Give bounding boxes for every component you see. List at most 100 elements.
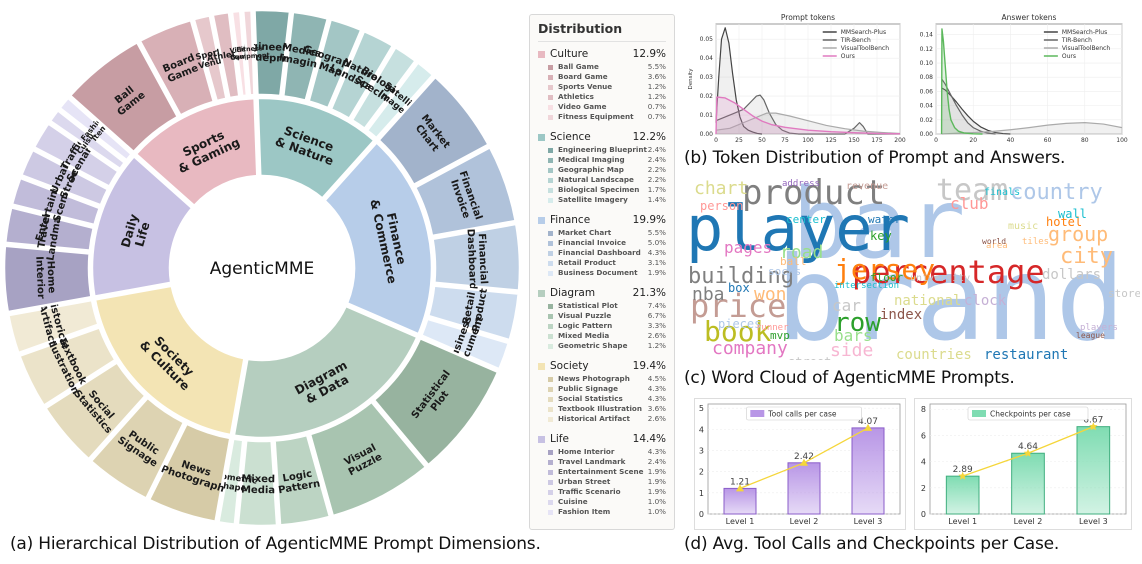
legend-swatch — [548, 396, 553, 402]
legend-item-retail-product: Retail Product 3.1% — [538, 258, 666, 268]
svg-text:2: 2 — [921, 484, 926, 493]
legend-item-name: Mixed Media — [558, 331, 610, 340]
svg-text:0.03: 0.03 — [700, 74, 714, 81]
legend-group-finance: Finance 19.9% Market Chart 5.5% Financial In… — [538, 214, 666, 278]
legend-item-pct: 4.3% — [647, 384, 666, 393]
svg-text:0.00: 0.00 — [920, 131, 934, 138]
legend-category-pct: 12.2% — [632, 131, 666, 143]
word-bar: bar — [792, 178, 966, 280]
sunburst-subcategory-home-interior: HomeInterior — [2, 244, 93, 314]
segment-label: UrbanStreet — [49, 159, 84, 200]
legend-entry: Ours — [841, 53, 855, 60]
bar-value-label: 4.64 — [1018, 442, 1038, 452]
svg-text:4: 4 — [921, 458, 926, 467]
word-person: person — [700, 199, 744, 213]
legend-item-name: Urban Street — [558, 477, 611, 486]
legend-item-pct: 1.9% — [647, 268, 666, 277]
legend-swatch — [548, 479, 553, 485]
legend-swatch — [548, 449, 553, 455]
legend-item-satellite-imagery: Satellite Imagery 1.4% — [538, 195, 666, 205]
legend-item-pct: 1.9% — [647, 467, 666, 476]
legend-item-pct: 4.5% — [647, 374, 666, 383]
legend-item-home-interior: Home Interior 4.3% — [538, 447, 666, 457]
legend-item-pct: 1.7% — [647, 185, 666, 194]
word-side: side — [830, 340, 874, 360]
chart-title: Prompt tokens — [781, 13, 835, 22]
sunburst-subcategory-fashion-item: FashionItem — [58, 96, 133, 162]
segment-label: HomeInterior — [33, 256, 57, 300]
x-tick-label: Level 2 — [1014, 517, 1043, 526]
legend-item-ball-game: Ball Game 5.5% — [538, 62, 666, 72]
legend-item-traffic-scenario: Traffic Scenario 1.9% — [538, 487, 666, 497]
svg-text:0.04: 0.04 — [700, 55, 714, 62]
legend-item-financial-dashboard: Financial Dashboard 4.3% — [538, 248, 666, 258]
legend-swatch — [548, 386, 553, 392]
word-box: box — [728, 281, 750, 295]
legend-swatch — [548, 509, 553, 515]
legend-swatch — [548, 197, 553, 203]
word-floor: floor — [870, 271, 904, 284]
legend-item-name: Natural Landscape — [558, 175, 634, 184]
bar-value-label: 2.89 — [953, 465, 973, 475]
legend-swatch — [548, 147, 553, 153]
sunburst-subcategory-travel-landmark: TravelLandmark — [3, 204, 95, 262]
legend-category-name: Finance — [550, 214, 591, 226]
word-price: price — [690, 287, 787, 325]
legend-item-name: Geometric Shape — [558, 341, 628, 350]
word-world: world — [982, 237, 1007, 246]
svg-text:0.00: 0.00 — [700, 131, 714, 138]
svg-text:1: 1 — [699, 489, 704, 498]
svg-text:4: 4 — [699, 425, 704, 434]
word-intersection: intersection — [834, 281, 900, 291]
legend-item-name: Video Game — [558, 102, 607, 111]
word-book: book — [704, 315, 772, 348]
svg-text:3: 3 — [699, 447, 704, 456]
bar-level-2 — [1011, 452, 1045, 515]
sunburst-subcategory-mixed-media: MixedMedia — [236, 439, 279, 525]
legend-item-geometric-shape: Geometric Shape 1.2% — [538, 341, 666, 351]
svg-text:20: 20 — [969, 137, 977, 144]
legend-item-name: Sports Venue — [558, 82, 613, 91]
series-line-mmsearch-plus — [941, 87, 1011, 135]
legend-swatch — [548, 333, 553, 339]
legend-item-social-statistics: Social Statistics 4.3% — [538, 394, 666, 404]
legend-groups: Culture 12.9% Ball Game 5.5% Board Game 3.6% S… — [538, 48, 666, 517]
legend-item-name: Statistical Plot — [558, 301, 618, 310]
legend-item-name: Textbook Illustration — [558, 404, 642, 413]
sunburst-subcategory-news-photograph: NewsPhotograph — [147, 422, 232, 524]
prompt-tokens-chart: 0 25 50 75 100 125 150 175 200 0.00 0.01 0.02 0.03 0.… — [688, 13, 906, 144]
series-line-mmsearch-plus — [715, 27, 763, 135]
svg-text:0: 0 — [714, 137, 718, 144]
legend-swatch — [548, 177, 553, 183]
legend-item-biological-specimen: Biological Specimen 1.7% — [538, 185, 666, 195]
legend-item-logic-pattern: Logic Pattern 3.3% — [538, 321, 666, 331]
word-street: street — [788, 356, 831, 360]
legend-item-pct: 4.3% — [647, 394, 666, 403]
legend-swatch — [548, 64, 553, 70]
chart-title: Answer tokens — [1002, 13, 1057, 22]
legend-item-statistical-plot: Statistical Plot 7.4% — [538, 301, 666, 311]
legend-swatch — [548, 260, 553, 266]
legend-item-name: Fashion Item — [558, 507, 611, 516]
legend-swatch — [538, 216, 545, 224]
tool-calls-bar-chart: 0 1 2 3 4 5 1.21 Level 1 2.42 Level 2 4.07 Level 3 T… — [694, 398, 906, 530]
word-car: car — [832, 296, 861, 315]
legend-item-board-game: Board Game 3.6% — [538, 72, 666, 82]
word-finals: finals — [984, 187, 1021, 198]
segment-label: MixedMedia — [241, 474, 275, 497]
legend-swatch — [548, 270, 553, 276]
legend-category-pct: 19.9% — [632, 214, 666, 226]
word-tiles: tiles — [1022, 237, 1050, 247]
word-index: index — [880, 307, 923, 323]
bar-value-label: 6.67 — [1083, 416, 1103, 426]
legend-item-medical-imaging: Medical Imaging 2.4% — [538, 155, 666, 165]
legend-item-name: Home Interior — [558, 447, 615, 456]
svg-text:8: 8 — [921, 405, 926, 414]
series-line-tir-bench — [715, 94, 900, 135]
legend-item-name: Market Chart — [558, 228, 612, 237]
bar-legend-label: Tool calls per case — [767, 410, 837, 419]
legend-item-name: Cuisine — [558, 497, 588, 506]
sunburst-category-finance: Finance& Commerce — [323, 141, 434, 336]
legend-item-name: Engineering Blueprint — [558, 145, 647, 154]
legend-category-name: Culture — [550, 48, 589, 60]
